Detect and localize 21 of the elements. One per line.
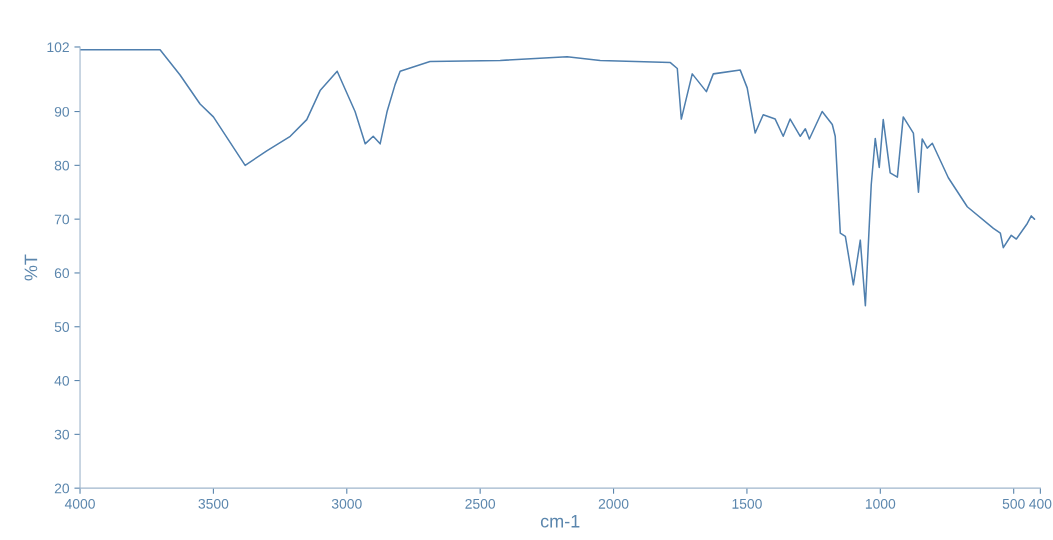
x-tick-label: 2000 (598, 498, 629, 509)
y-axis-title: %T (24, 254, 38, 281)
y-tick-label: 80 (54, 160, 70, 171)
x-tick-label: 400 (1029, 498, 1052, 509)
y-tick-label: 70 (54, 214, 70, 225)
x-tick-label: 500 (1002, 498, 1025, 509)
x-axis-title: cm-1 (540, 514, 580, 528)
y-tick-label: 40 (54, 375, 70, 386)
y-tick-label: 20 (54, 483, 70, 494)
line-series (80, 48, 1036, 307)
y-tick-label: 90 (54, 106, 70, 117)
y-tick-label: 60 (54, 268, 70, 279)
y-tick-label: 102 (47, 42, 69, 53)
y-tick-label: 30 (54, 429, 70, 440)
x-tick-label: 3500 (198, 498, 229, 509)
x-tick-label: 4000 (64, 498, 95, 509)
x-tick-label: 2500 (465, 498, 496, 509)
x-tick-label: 1500 (732, 498, 762, 509)
x-tick-label: 1000 (865, 498, 896, 509)
x-tick-label: 3000 (331, 498, 362, 509)
y-tick-label: 50 (54, 322, 70, 332)
